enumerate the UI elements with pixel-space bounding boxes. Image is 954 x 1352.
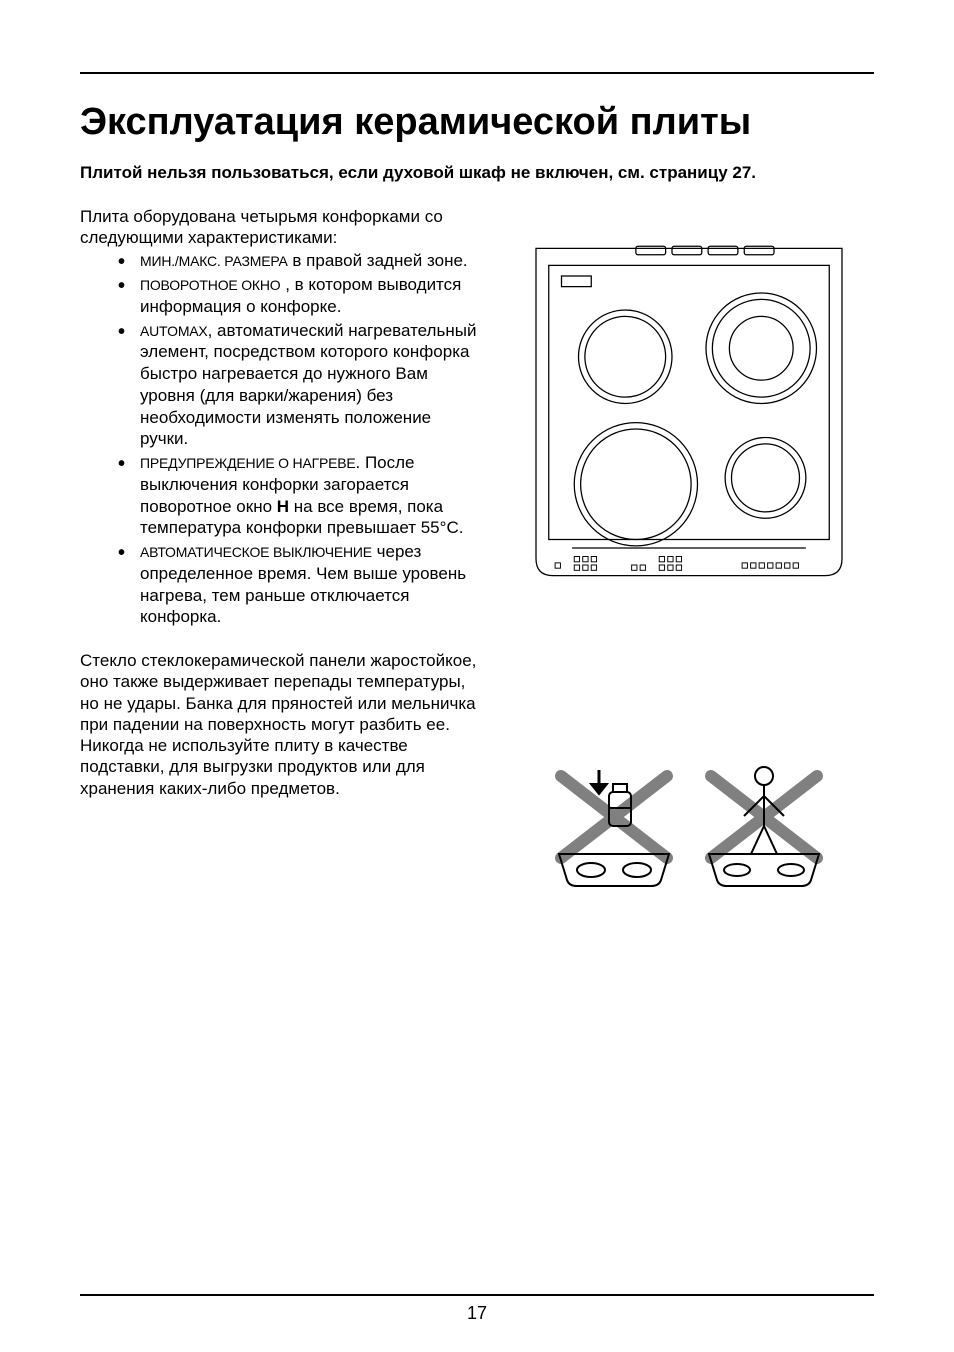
intro-text: Плита оборудована четырьмя конфорками со… (80, 206, 480, 249)
body-paragraph: Стекло стеклокерамической панели жаросто… (80, 650, 480, 799)
bullet-lead: ПРЕДУПРЕЖДЕНИЕ О НАГРЕВЕ (140, 455, 356, 471)
bullet-rest: в правой задней зоне. (288, 251, 468, 270)
bottom-rule (80, 1294, 874, 1296)
bullet-rest: , автоматический нагревательный элемент,… (140, 321, 476, 449)
bullet-list: МИН./МАКС. РАЗМЕРА в правой задней зоне.… (80, 250, 480, 628)
list-item: ПОВОРОТНОЕ ОКНО , в котором выводится ин… (140, 274, 480, 318)
right-column (504, 206, 874, 892)
bullet-lead: AUTOMAX (140, 323, 208, 339)
cooktop-diagram (524, 242, 854, 582)
bullet-lead: МИН./МАКС. РАЗМЕРА (140, 253, 288, 269)
top-rule (80, 72, 874, 74)
bullet-lead: АВТОМАТИЧЕСКОЕ ВЫКЛЮЧЕНИЕ (140, 544, 372, 560)
list-item: МИН./МАКС. РАЗМЕРА в правой задней зоне. (140, 250, 480, 272)
page-subtitle: Плитой нельзя пользоваться, если духовой… (80, 162, 874, 184)
list-item: ПРЕДУПРЕЖДЕНИЕ О НАГРЕВЕ. После выключен… (140, 452, 480, 539)
list-item: АВТОМАТИЧЕСКОЕ ВЫКЛЮЧЕНИЕ через определе… (140, 541, 480, 628)
list-item: AUTOMAX, автоматический нагревательный э… (140, 320, 480, 451)
page-title: Эксплуатация керамической плиты (80, 102, 874, 144)
content-columns: Плита оборудована четырьмя конфорками со… (80, 206, 874, 892)
page-number: 17 (0, 1303, 954, 1324)
bullet-lead: ПОВОРОТНОЕ ОКНО (140, 277, 280, 293)
bullet-h: H (277, 497, 289, 516)
warning-icons (539, 762, 839, 892)
left-column: Плита оборудована четырьмя конфорками со… (80, 206, 480, 892)
